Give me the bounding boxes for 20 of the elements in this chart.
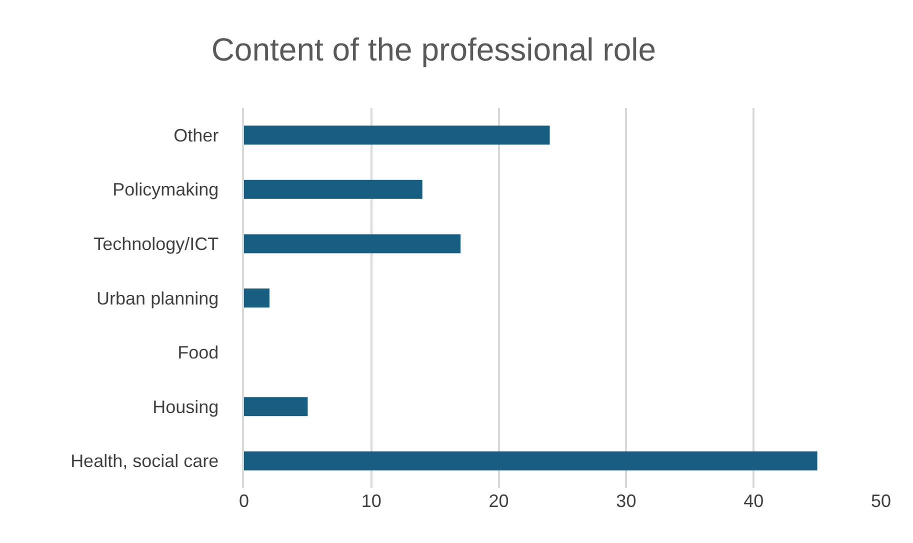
bar xyxy=(244,288,270,308)
x-tick-label: 40 xyxy=(744,491,764,511)
y-tick-label: Housing xyxy=(152,396,219,417)
x-tick-label: 20 xyxy=(488,491,509,511)
bar xyxy=(244,180,422,199)
y-tick-label: Other xyxy=(174,125,219,146)
y-tick-label: Health, social care xyxy=(70,451,219,472)
x-tick-label: 10 xyxy=(361,491,382,511)
x-tick-label: 30 xyxy=(616,491,636,511)
y-tick-label: Food xyxy=(178,342,219,363)
bar xyxy=(244,451,818,470)
y-tick-label: Urban planning xyxy=(96,288,219,308)
bar xyxy=(244,126,550,145)
chart-title: Content of the professional role xyxy=(211,31,656,68)
bar xyxy=(244,397,308,416)
x-tick-label: 50 xyxy=(870,491,892,511)
bar xyxy=(244,234,461,254)
y-tick-label: Technology/ICT xyxy=(94,234,219,254)
x-tick-label: 0 xyxy=(238,491,250,511)
y-tick-label: Policymaking xyxy=(112,180,219,200)
